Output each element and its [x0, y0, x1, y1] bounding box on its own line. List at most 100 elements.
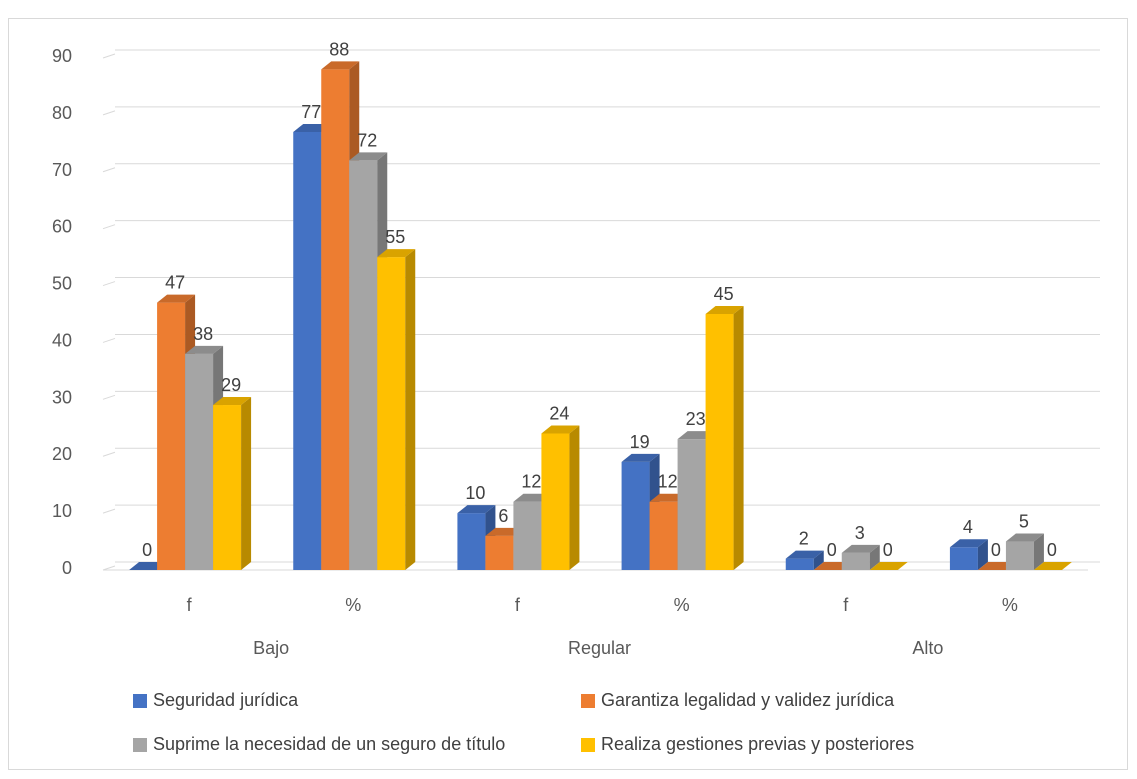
legend-swatch-realiza — [581, 737, 595, 752]
bar-top — [321, 61, 360, 70]
x-tick-label: f — [187, 595, 193, 615]
bar-side — [1033, 533, 1044, 570]
gridline-depth — [102, 224, 116, 230]
bar-top — [185, 345, 224, 354]
data-label: 0 — [1047, 540, 1057, 560]
bar-side — [241, 397, 252, 570]
gridline-depth — [102, 167, 116, 173]
legend-swatch-seguridad — [133, 693, 147, 708]
gridline-depth — [102, 110, 116, 116]
bar-top — [213, 397, 252, 406]
gridline-depth — [102, 337, 116, 343]
x-tick-label: f — [843, 595, 849, 615]
bar-top — [841, 544, 880, 553]
bar-top — [785, 550, 824, 559]
group-label: Regular — [568, 638, 631, 658]
bar-side — [733, 306, 744, 570]
gridline-depth — [102, 451, 116, 457]
bar-top — [1033, 562, 1072, 570]
data-label: 0 — [991, 540, 1001, 560]
legend-swatch-garantiza — [581, 693, 595, 708]
bar-top — [705, 306, 744, 314]
gridline-depth — [102, 394, 116, 400]
data-label: 0 — [142, 540, 152, 560]
bar — [349, 160, 378, 570]
bar — [649, 501, 678, 570]
x-tick-label: % — [1002, 595, 1018, 615]
x-tick-label: f — [515, 595, 521, 615]
gridline-depth — [102, 53, 116, 59]
y-tick-label: 30 — [52, 387, 72, 407]
bar-top — [157, 294, 196, 303]
legend-item-garantiza: Garantiza legalidad y validez jurídica — [581, 690, 894, 711]
y-tick-label: 20 — [52, 444, 72, 464]
bar — [485, 535, 514, 570]
data-label: 77 — [301, 102, 321, 122]
legend-item-seguridad: Seguridad jurídica — [133, 690, 298, 711]
bar-top — [541, 425, 580, 434]
data-label: 6 — [498, 506, 508, 526]
legend-label-suprime: Suprime la necesidad de un seguro de tít… — [153, 734, 506, 754]
group-label: Bajo — [253, 638, 289, 658]
data-label: 88 — [329, 39, 349, 59]
data-label: 4 — [963, 517, 973, 537]
y-tick-label: 60 — [52, 217, 72, 237]
gridline-depth — [102, 508, 116, 514]
legend-swatch-suprime — [133, 737, 147, 752]
data-label: 5 — [1019, 512, 1029, 532]
data-label: 45 — [714, 284, 734, 304]
y-tick-label: 50 — [52, 274, 72, 294]
bar — [213, 405, 242, 570]
gridline-depth — [102, 565, 116, 571]
data-label: 24 — [549, 403, 569, 423]
bar-top — [457, 505, 496, 514]
bar — [1005, 541, 1034, 570]
bar — [293, 131, 322, 570]
x-tick-label: % — [345, 595, 361, 615]
bar — [377, 257, 406, 570]
y-tick-label: 70 — [52, 160, 72, 180]
x-tick-label: % — [674, 595, 690, 615]
y-tick-label: 80 — [52, 103, 72, 123]
data-label: 29 — [221, 375, 241, 395]
bar-side — [405, 249, 416, 570]
bar — [513, 501, 542, 570]
bar-side — [813, 550, 824, 570]
data-label: 23 — [686, 409, 706, 429]
bar — [705, 314, 734, 570]
bar — [841, 552, 870, 570]
y-tick-label: 0 — [62, 558, 72, 578]
gridline-depth — [102, 281, 116, 287]
bar — [157, 302, 186, 570]
data-label: 55 — [385, 227, 405, 247]
bar — [321, 69, 350, 570]
bar — [457, 513, 486, 570]
legend-item-realiza: Realiza gestiones previas y posteriores — [581, 734, 914, 755]
bar-top — [949, 539, 988, 548]
data-label: 2 — [799, 529, 809, 549]
bar-top — [621, 453, 660, 462]
bar-side — [869, 544, 880, 570]
bar-top — [1005, 533, 1044, 542]
bar-side — [977, 539, 988, 570]
bar — [541, 433, 570, 570]
data-label: 72 — [357, 130, 377, 150]
bar — [677, 439, 706, 570]
data-label: 0 — [827, 540, 837, 560]
group-label: Alto — [912, 638, 943, 658]
data-label: 12 — [521, 472, 541, 492]
y-tick-label: 10 — [52, 501, 72, 521]
legend-label-seguridad: Seguridad jurídica — [153, 690, 299, 710]
legend-label-realiza: Realiza gestiones previas y posteriores — [601, 734, 915, 754]
legend-label-garantiza: Garantiza legalidad y validez jurídica — [601, 690, 895, 710]
bar — [621, 461, 650, 570]
bar — [185, 353, 214, 570]
chart-legend: Seguridad jurídica Garantiza legalidad y… — [133, 690, 1093, 770]
data-label: 0 — [883, 540, 893, 560]
data-label: 10 — [465, 483, 485, 503]
data-label: 19 — [630, 432, 650, 452]
bar-side — [569, 425, 580, 570]
bar-top — [349, 152, 388, 161]
data-label: 47 — [165, 273, 185, 293]
